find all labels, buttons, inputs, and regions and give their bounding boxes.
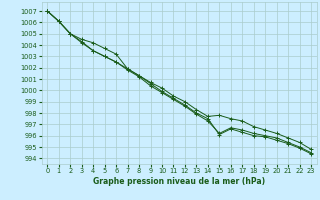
X-axis label: Graphe pression niveau de la mer (hPa): Graphe pression niveau de la mer (hPa)	[93, 177, 265, 186]
